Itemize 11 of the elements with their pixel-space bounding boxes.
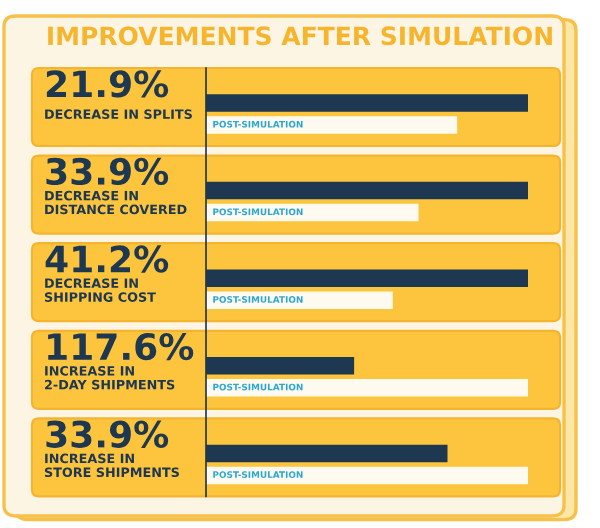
bar <box>206 116 458 134</box>
bar <box>206 203 419 222</box>
chart-title: IMPROVEMENTS AFTER SIMULATION <box>48 26 552 46</box>
bar <box>206 291 393 309</box>
text: 21.9% <box>46 70 169 98</box>
text: 33.9% <box>46 157 169 186</box>
text: 117.6% <box>48 332 194 361</box>
bar <box>206 466 528 485</box>
text: 33.9% <box>46 420 169 448</box>
bar <box>206 379 528 397</box>
text: 41.2% <box>45 245 169 273</box>
